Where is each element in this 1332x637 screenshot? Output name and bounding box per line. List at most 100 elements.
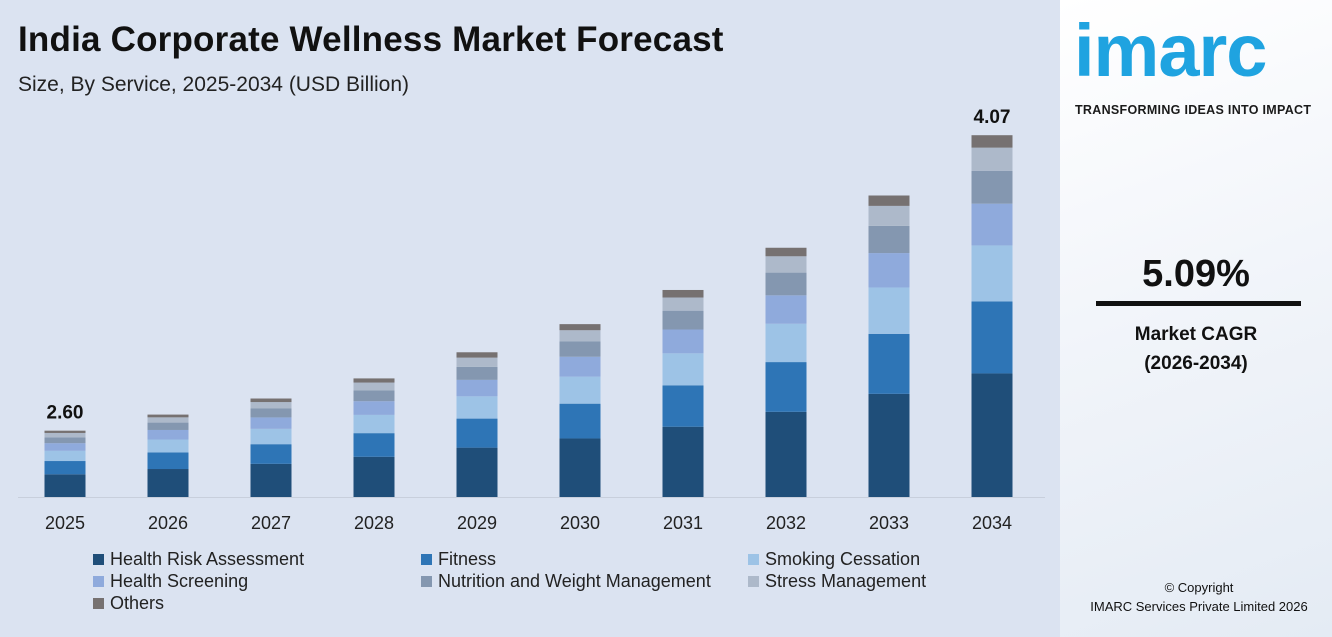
- bar-segment-2034-5: [971, 147, 1013, 171]
- bar-segment-2026-1: [147, 452, 189, 470]
- bar-segment-2034-6: [971, 135, 1013, 148]
- bar-segment-2032-4: [765, 272, 807, 296]
- bar-segment-2028-2: [353, 414, 395, 434]
- bar-segment-2026-2: [147, 439, 189, 453]
- bar-segment-2034-0: [971, 373, 1013, 497]
- legend-item: Others: [93, 593, 164, 614]
- x-tick-label: 2026: [148, 513, 188, 533]
- chart-title: India Corporate Wellness Market Forecast: [18, 20, 724, 59]
- legend-label: Nutrition and Weight Management: [438, 571, 711, 591]
- bar-segment-2025-6: [44, 430, 86, 433]
- bar-segment-2028-5: [353, 382, 395, 391]
- bar-segment-2033-5: [868, 205, 910, 226]
- bar-segment-2027-5: [250, 402, 292, 409]
- bar-segment-2030-2: [559, 376, 601, 404]
- bar-segment-2028-3: [353, 401, 395, 415]
- cagr-label: Market CAGR (2026-2034): [1060, 320, 1332, 378]
- bar-segment-2027-3: [250, 417, 292, 429]
- bar-segment-2031-6: [662, 289, 704, 298]
- legend-item: Fitness: [421, 549, 496, 570]
- bar-segment-2027-0: [250, 463, 292, 497]
- bar-segment-2026-6: [147, 414, 189, 418]
- cagr-label-text: Market CAGR: [1134, 324, 1258, 345]
- bar-segment-2026-0: [147, 469, 189, 497]
- bar-segment-2031-4: [662, 310, 704, 330]
- bar-segment-2030-3: [559, 356, 601, 377]
- bar-segment-2026-3: [147, 429, 189, 440]
- legend-label: Others: [110, 593, 165, 613]
- bar-segment-2029-4: [456, 366, 498, 380]
- cagr-value: 5.09%: [1142, 253, 1250, 295]
- bar-segment-2028-1: [353, 433, 395, 457]
- data-label: 4.07: [974, 107, 1011, 128]
- stacked-bar-chart: 2025 2.60 2026 2027 2028 2029 2030 2031 2032 2033…: [18, 107, 1045, 533]
- legend-label: Fitness: [438, 549, 497, 569]
- legend-item: Health Risk Assessment: [93, 549, 304, 570]
- cagr-period: (2026-2034): [1144, 353, 1248, 374]
- bar-segment-2034-1: [971, 301, 1013, 374]
- bar-segment-2026-4: [147, 422, 189, 430]
- bar-segment-2030-4: [559, 341, 601, 357]
- legend-swatch: [93, 576, 104, 587]
- bar-segment-2034-3: [971, 203, 1013, 246]
- bar-segment-2032-0: [765, 411, 807, 497]
- legend-item: Smoking Cessation: [748, 549, 920, 570]
- chart-subtitle: Size, By Service, 2025-2034 (USD Billion…: [18, 73, 410, 96]
- bar-segment-2033-6: [868, 195, 910, 206]
- brand-panel: imarc TRANSFORMING IDEAS INTO IMPACT 5.0…: [1060, 0, 1332, 637]
- x-tick-label: 2029: [457, 513, 497, 533]
- legend-label: Smoking Cessation: [765, 549, 921, 569]
- legend-swatch: [748, 554, 759, 565]
- bar-segment-2025-4: [44, 437, 86, 444]
- bar-segment-2025-2: [44, 450, 86, 462]
- copyright: © Copyright IMARC Services Private Limit…: [1060, 578, 1332, 616]
- bar-segment-2030-1: [559, 403, 601, 439]
- bar-segment-2027-4: [250, 408, 292, 418]
- x-tick-label: 2030: [560, 513, 600, 533]
- copyright-line2: IMARC Services Private Limited 2026: [1090, 599, 1308, 614]
- x-tick-label: 2028: [354, 513, 394, 533]
- bar-segment-2034-4: [971, 170, 1013, 204]
- x-tick-label: 2025: [45, 513, 85, 533]
- bar-segment-2032-6: [765, 247, 807, 257]
- bar-segment-2027-2: [250, 428, 292, 445]
- x-tick-label: 2027: [251, 513, 291, 533]
- bar-segment-2033-4: [868, 225, 910, 254]
- bar-segment-2033-3: [868, 253, 910, 288]
- bar-segment-2027-1: [250, 444, 292, 464]
- x-tick-label: 2033: [869, 513, 909, 533]
- bar-segment-2032-3: [765, 295, 807, 324]
- legend-item: Stress Management: [748, 571, 926, 592]
- bar-segment-2029-1: [456, 418, 498, 448]
- bar-segment-2025-3: [44, 443, 86, 451]
- bar-segment-2026-5: [147, 417, 189, 423]
- bar-segment-2032-5: [765, 256, 807, 273]
- bar-segment-2025-1: [44, 461, 86, 475]
- bar-segment-2033-2: [868, 287, 910, 334]
- bar-segment-2034-2: [971, 245, 1013, 302]
- legend-swatch: [421, 576, 432, 587]
- bar-segment-2031-1: [662, 385, 704, 427]
- brand-tagline: TRANSFORMING IDEAS INTO IMPACT: [1075, 103, 1312, 117]
- bar-segment-2033-0: [868, 393, 910, 497]
- legend-label: Health Risk Assessment: [110, 549, 305, 569]
- legend-item: Health Screening: [93, 571, 248, 592]
- bar-segment-2032-2: [765, 323, 807, 363]
- legend-item: Nutrition and Weight Management: [421, 571, 711, 592]
- bar-segment-2029-3: [456, 379, 498, 397]
- divider: [1096, 301, 1301, 306]
- bar-segment-2030-5: [559, 330, 601, 342]
- bar-segment-2029-2: [456, 396, 498, 419]
- legend-swatch: [93, 554, 104, 565]
- bar-segment-2033-1: [868, 333, 910, 394]
- bar-segment-2025-0: [44, 474, 86, 497]
- bar-segment-2028-6: [353, 378, 395, 383]
- bar-segment-2025-5: [44, 432, 86, 438]
- bar-segment-2029-5: [456, 357, 498, 367]
- x-tick-label: 2031: [663, 513, 703, 533]
- bar-segment-2029-0: [456, 447, 498, 497]
- bar-segment-2031-3: [662, 329, 704, 354]
- bar-segment-2027-6: [250, 398, 292, 403]
- imarc-logo: imarc: [1074, 9, 1267, 92]
- data-label: 2.60: [47, 403, 84, 424]
